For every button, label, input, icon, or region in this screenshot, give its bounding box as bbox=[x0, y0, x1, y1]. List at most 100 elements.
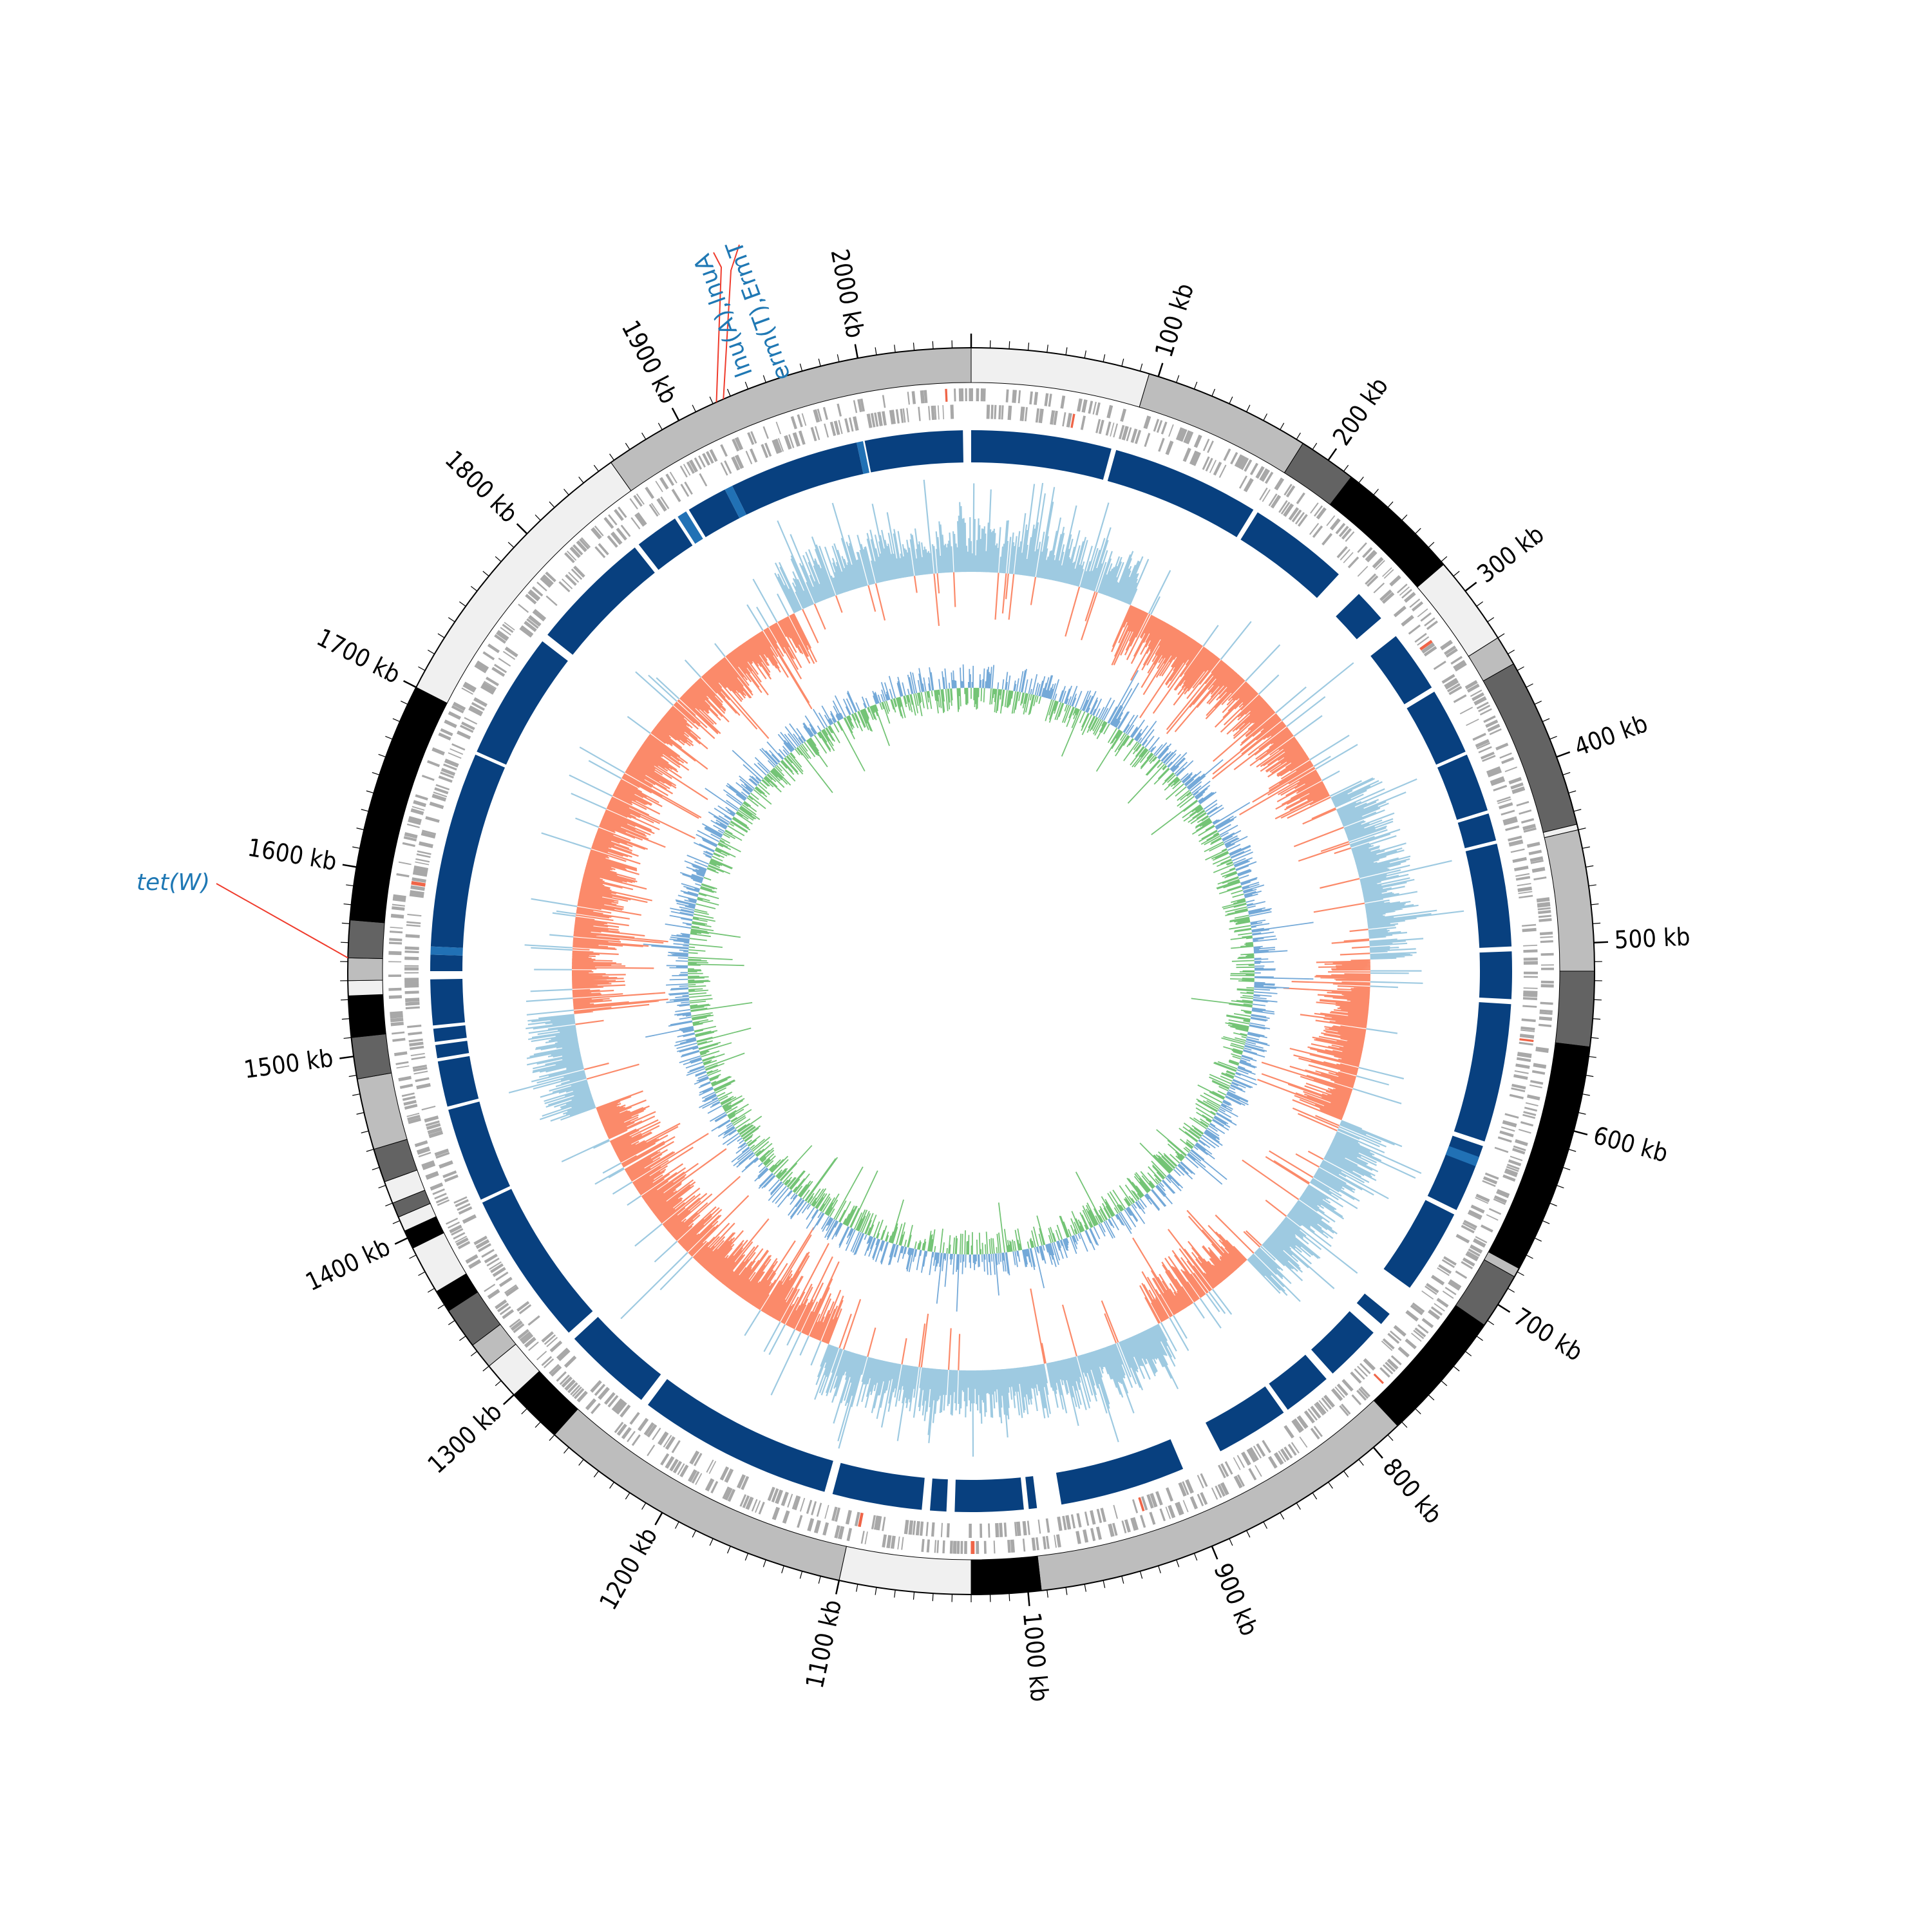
cds-feature bbox=[496, 630, 509, 641]
cds-feature bbox=[1462, 1257, 1475, 1267]
minor-tick bbox=[1358, 477, 1364, 484]
cds-feature bbox=[874, 412, 879, 427]
cds-feature bbox=[801, 413, 807, 426]
cds-feature bbox=[870, 413, 876, 428]
cds-feature bbox=[524, 1336, 536, 1348]
minor-tick bbox=[1517, 1271, 1524, 1276]
cds-feature bbox=[1397, 1346, 1410, 1358]
cds-feature bbox=[1397, 583, 1408, 594]
cds-feature bbox=[1100, 1508, 1106, 1522]
cds-feature bbox=[462, 683, 476, 693]
cds-feature bbox=[858, 1512, 864, 1528]
cds-feature bbox=[500, 627, 511, 636]
cds-feature bbox=[1517, 882, 1531, 887]
cds-feature bbox=[406, 823, 420, 828]
minor-tick bbox=[1428, 1394, 1435, 1401]
cds-feature bbox=[1504, 1113, 1519, 1119]
minor-tick bbox=[1508, 649, 1515, 655]
cds-feature bbox=[1022, 1539, 1026, 1552]
cds-feature bbox=[1202, 439, 1210, 451]
cds-feature bbox=[403, 1099, 417, 1106]
cds-feature bbox=[1262, 1439, 1271, 1454]
minor-tick bbox=[409, 1255, 417, 1259]
cds-feature bbox=[1367, 575, 1379, 587]
minor-tick bbox=[1428, 542, 1435, 548]
minor-tick bbox=[1263, 1521, 1268, 1529]
major-tick bbox=[1464, 582, 1477, 592]
cds-feature bbox=[784, 435, 792, 450]
cds-feature bbox=[1444, 645, 1457, 656]
cds-feature bbox=[1003, 1522, 1007, 1537]
cds-feature bbox=[408, 1038, 423, 1043]
cds-feature bbox=[904, 1519, 909, 1535]
cds-feature bbox=[390, 1014, 403, 1019]
minor-tick bbox=[1139, 1571, 1143, 1579]
cds-feature bbox=[390, 926, 403, 929]
cds-feature bbox=[882, 1517, 886, 1531]
cds-feature bbox=[462, 1214, 477, 1224]
cds-feature bbox=[1105, 421, 1112, 436]
cds-feature bbox=[1179, 428, 1188, 442]
cds-feature bbox=[1296, 492, 1305, 504]
cds-feature bbox=[689, 1450, 700, 1465]
minor-tick bbox=[762, 1559, 766, 1567]
cds-feature bbox=[1166, 1487, 1173, 1502]
cds-feature bbox=[1029, 391, 1033, 404]
cds-feature bbox=[983, 1540, 987, 1554]
cds-feature bbox=[564, 1379, 576, 1391]
cds-feature bbox=[1424, 617, 1435, 627]
minor-tick bbox=[535, 514, 541, 521]
cds-feature bbox=[1285, 485, 1296, 498]
cds-feature bbox=[571, 568, 583, 580]
cds-feature bbox=[388, 995, 402, 999]
cds-feature bbox=[952, 1540, 957, 1554]
minor-tick bbox=[392, 718, 401, 723]
minor-tick bbox=[361, 1130, 369, 1133]
cds-feature bbox=[620, 524, 631, 537]
cds-feature bbox=[777, 438, 784, 452]
cds-feature bbox=[837, 403, 842, 417]
cds-feature bbox=[495, 1299, 507, 1310]
minor-tick bbox=[1176, 375, 1180, 383]
blast-hit bbox=[1056, 1439, 1184, 1505]
cds-feature bbox=[1321, 1397, 1332, 1410]
cds-feature bbox=[742, 1495, 750, 1508]
cds-feature bbox=[1291, 1419, 1302, 1434]
cds-feature bbox=[1523, 944, 1538, 947]
cds-feature bbox=[1126, 427, 1132, 442]
cds-feature bbox=[390, 1021, 404, 1027]
cds-feature bbox=[1414, 1327, 1426, 1338]
minor-tick bbox=[340, 999, 349, 1001]
cds-feature bbox=[1523, 976, 1538, 978]
cds-feature bbox=[393, 894, 406, 900]
cds-feature bbox=[461, 687, 473, 695]
cds-feature bbox=[829, 421, 837, 437]
major-tick bbox=[671, 407, 680, 421]
cds-feature bbox=[1499, 1130, 1514, 1137]
minor-tick bbox=[1487, 617, 1495, 623]
cds-feature bbox=[1540, 964, 1554, 966]
cds-feature bbox=[1519, 1034, 1535, 1039]
cds-feature bbox=[1379, 589, 1392, 601]
cds-feature bbox=[886, 1535, 892, 1549]
cds-feature bbox=[1517, 1054, 1531, 1058]
cds-feature bbox=[1092, 401, 1097, 415]
cds-feature bbox=[568, 571, 580, 583]
cds-feature bbox=[1526, 842, 1540, 848]
cds-feature bbox=[873, 1515, 880, 1530]
cds-feature bbox=[1502, 1120, 1517, 1128]
cds-feature bbox=[1466, 718, 1479, 726]
minor-tick bbox=[913, 1591, 915, 1600]
cds-feature bbox=[1138, 1497, 1145, 1511]
cds-feature bbox=[405, 998, 420, 1003]
cds-feature bbox=[750, 431, 757, 444]
cds-feature bbox=[388, 961, 402, 963]
cds-feature bbox=[876, 1515, 882, 1531]
minor-tick bbox=[1229, 396, 1233, 404]
minor-tick bbox=[1534, 1237, 1542, 1242]
cds-feature bbox=[1351, 1394, 1362, 1406]
blast-hit bbox=[971, 430, 1112, 480]
cds-feature bbox=[792, 432, 800, 447]
cds-feature bbox=[866, 413, 873, 428]
cds-feature bbox=[417, 1147, 431, 1155]
